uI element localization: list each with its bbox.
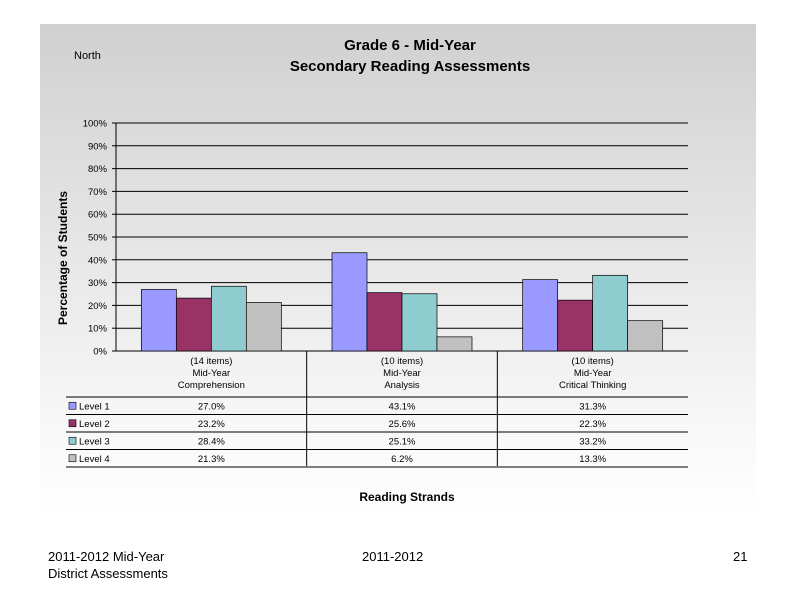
footer-year: 2011-2012 bbox=[362, 549, 424, 564]
y-tick-label: 0% bbox=[93, 347, 107, 358]
category-name-label: Critical Thinking bbox=[559, 380, 626, 391]
legend-label: Level 3 bbox=[79, 436, 110, 447]
data-label: 22.3% bbox=[579, 419, 606, 430]
y-tick-label: 60% bbox=[88, 210, 108, 221]
footer-assessments: District Assessments bbox=[48, 566, 168, 581]
y-tick-label: 80% bbox=[88, 164, 108, 175]
x-axis-label: Reading Strands bbox=[359, 490, 455, 504]
category-items-label: (14 items) bbox=[190, 356, 232, 367]
data-label: 25.6% bbox=[389, 419, 416, 430]
chart-title: Grade 6 - Mid-Year bbox=[344, 37, 476, 54]
category-items-label: (10 items) bbox=[381, 356, 423, 367]
bar bbox=[175, 297, 212, 352]
category-period-label: Mid-Year bbox=[574, 368, 612, 379]
bar bbox=[627, 320, 664, 352]
data-label: 31.3% bbox=[579, 401, 606, 412]
data-label: 27.0% bbox=[198, 401, 225, 412]
bar bbox=[557, 299, 594, 352]
data-label: 43.1% bbox=[389, 401, 416, 412]
bar bbox=[522, 279, 559, 352]
footer-course: 2011-2012 Mid-Year bbox=[48, 549, 165, 564]
bar bbox=[366, 292, 403, 352]
page-number: 21 bbox=[733, 549, 748, 564]
y-tick-label: 90% bbox=[88, 141, 108, 152]
data-label: 21.3% bbox=[198, 454, 225, 465]
y-tick-label: 50% bbox=[88, 233, 108, 244]
y-tick-label: 30% bbox=[88, 278, 108, 289]
bar bbox=[436, 336, 473, 352]
data-label: 13.3% bbox=[579, 454, 606, 465]
category-name-label: Comprehension bbox=[178, 380, 245, 391]
chart-subtitle: Secondary Reading Assessments bbox=[289, 58, 531, 75]
y-tick-label: 70% bbox=[88, 187, 108, 198]
bar bbox=[245, 302, 282, 352]
legend-swatch bbox=[68, 454, 77, 463]
bar bbox=[210, 285, 247, 352]
data-label: 33.2% bbox=[579, 436, 606, 447]
y-tick-label: 100% bbox=[83, 119, 108, 130]
region-label: North bbox=[74, 50, 101, 62]
y-tick-label: 20% bbox=[88, 301, 108, 312]
bar bbox=[592, 274, 629, 352]
category-period-label: Mid-Year bbox=[192, 368, 230, 379]
data-label: 25.1% bbox=[389, 436, 416, 447]
legend-swatch bbox=[68, 419, 77, 428]
legend-label: Level 1 bbox=[79, 401, 110, 412]
data-label: 6.2% bbox=[391, 454, 413, 465]
y-tick-label: 40% bbox=[88, 255, 108, 266]
bar bbox=[331, 252, 368, 352]
category-items-label: (10 items) bbox=[572, 356, 614, 367]
legend-swatch bbox=[68, 436, 77, 445]
chart-panel bbox=[40, 24, 756, 516]
legend-swatch bbox=[68, 401, 77, 410]
data-label: 28.4% bbox=[198, 436, 225, 447]
bar bbox=[401, 293, 438, 352]
y-tick-label: 10% bbox=[88, 324, 108, 335]
category-name-label: Analysis bbox=[384, 380, 420, 391]
category-period-label: Mid-Year bbox=[383, 368, 421, 379]
data-label: 23.2% bbox=[198, 419, 225, 430]
legend-label: Level 2 bbox=[79, 419, 110, 430]
bar bbox=[140, 289, 177, 352]
legend-label: Level 4 bbox=[79, 454, 110, 465]
